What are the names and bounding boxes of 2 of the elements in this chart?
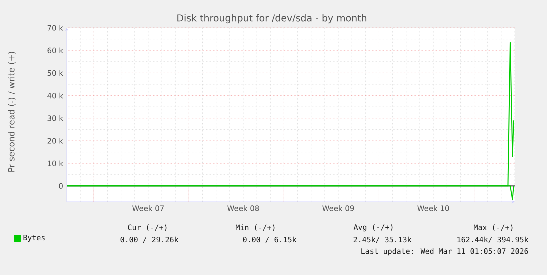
y-axis-title: Pr second read (-) / write (+) bbox=[8, 52, 16, 172]
chart-title: Disk throughput for /dev/sda - by month bbox=[178, 14, 367, 24]
